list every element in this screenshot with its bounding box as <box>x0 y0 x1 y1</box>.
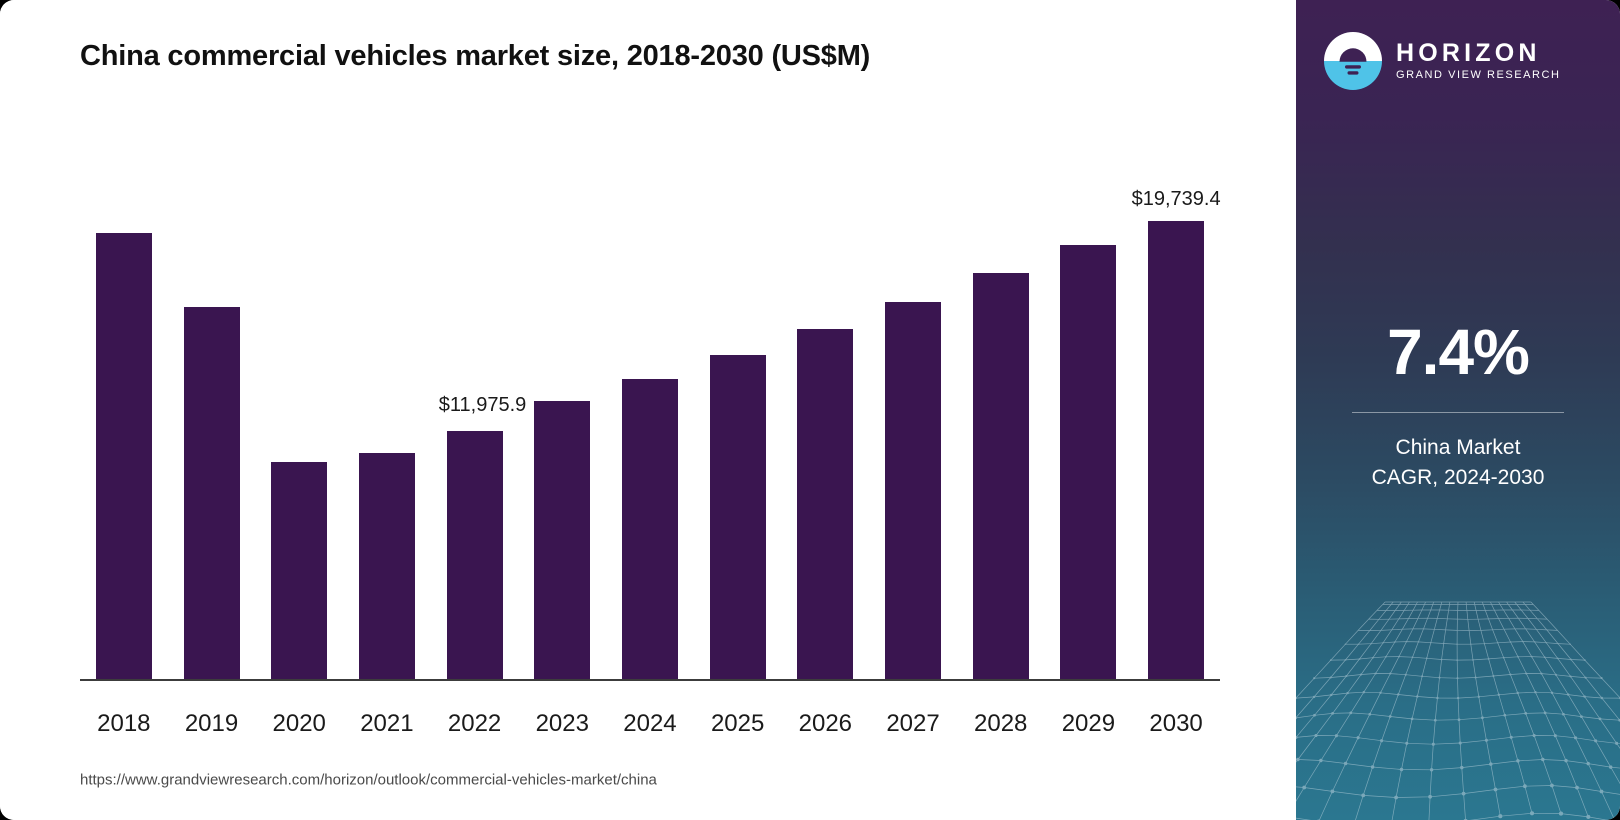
bar-slot <box>694 110 782 680</box>
bar <box>1060 245 1117 680</box>
x-axis-label: 2019 <box>184 710 239 737</box>
bar-value-label: $19,739.4 <box>1131 188 1221 210</box>
x-axis-label: 2023 <box>535 710 589 737</box>
bar-slot <box>255 110 343 680</box>
cagr-caption-market: China Market <box>1395 436 1521 459</box>
bar <box>358 453 415 680</box>
divider <box>1352 412 1564 413</box>
bar-slot <box>80 110 168 680</box>
brand-tagline: GRAND VIEW RESEARCH <box>1396 68 1561 81</box>
bar-slot <box>869 110 957 680</box>
wireframe-mesh-decoration <box>1296 601 1620 820</box>
bar-slot <box>782 110 870 680</box>
x-axis-label: 2021 <box>360 710 414 737</box>
chart-panel: China commercial vehicles market size, 2… <box>80 40 1221 789</box>
source-url[interactable]: https://www.grandviewresearch.com/horizo… <box>80 771 657 789</box>
x-axis-label: 2025 <box>710 710 765 737</box>
x-axis-label: 2030 <box>1149 710 1203 737</box>
x-axis-label: 2026 <box>798 710 853 737</box>
brand-logo: HORIZON GRAND VIEW RESEARCH <box>1324 32 1561 90</box>
bar <box>534 401 591 680</box>
brand-logo-text: HORIZON GRAND VIEW RESEARCH <box>1396 38 1561 83</box>
bar-slot <box>1045 110 1133 680</box>
page-title: China commercial vehicles market size, 2… <box>80 40 871 72</box>
bar <box>709 355 766 680</box>
plot-area: $11,975.9 $19,739.4 2018 2019 2020 2021 2022 2… <box>80 110 1221 737</box>
cagr-caption-period: CAGR, 2024-2030 <box>1371 466 1545 490</box>
cagr-callout: 7.4% China Market CAGR, 2024-2030 <box>1296 320 1620 494</box>
x-axis-label: 2029 <box>1061 710 1116 737</box>
x-axis-label: 2018 <box>97 710 151 737</box>
brand-name: HORIZON <box>1396 38 1541 67</box>
bar <box>271 462 328 680</box>
bar <box>1148 221 1205 680</box>
x-axis-label: 2024 <box>623 710 677 737</box>
bar <box>621 379 678 680</box>
x-axis-line <box>80 679 1220 681</box>
bar-value-label: $11,975.9 <box>438 394 527 416</box>
bar <box>797 329 854 680</box>
x-axis-label: 2020 <box>272 710 326 737</box>
bar-slot <box>957 110 1045 680</box>
x-axis-label: 2028 <box>974 710 1028 737</box>
bar-slot <box>431 110 519 680</box>
bar <box>95 233 152 680</box>
bar <box>446 431 503 680</box>
horizon-sunrise-icon <box>1324 32 1382 90</box>
bar <box>972 273 1029 680</box>
brand-sidebar: HORIZON GRAND VIEW RESEARCH 7.4% China M… <box>1296 0 1620 820</box>
bar <box>183 307 240 680</box>
bar-slot <box>606 110 694 680</box>
x-axis-label: 2027 <box>886 710 940 737</box>
x-axis-tick-labels: 2018 2019 2020 2021 2022 2023 2024 2025 2026 2027… <box>80 710 1220 738</box>
bar-slot <box>168 110 256 680</box>
bar-series: $11,975.9 $19,739.4 <box>80 110 1221 680</box>
bar-slot <box>343 110 431 680</box>
bar-slot: $19,739.4 <box>1131 110 1221 680</box>
bar <box>885 302 942 680</box>
x-axis-label: 2022 <box>447 710 502 737</box>
bar-slot: $11,975.9 <box>439 110 606 680</box>
cagr-value: 7.4% <box>1387 316 1530 388</box>
